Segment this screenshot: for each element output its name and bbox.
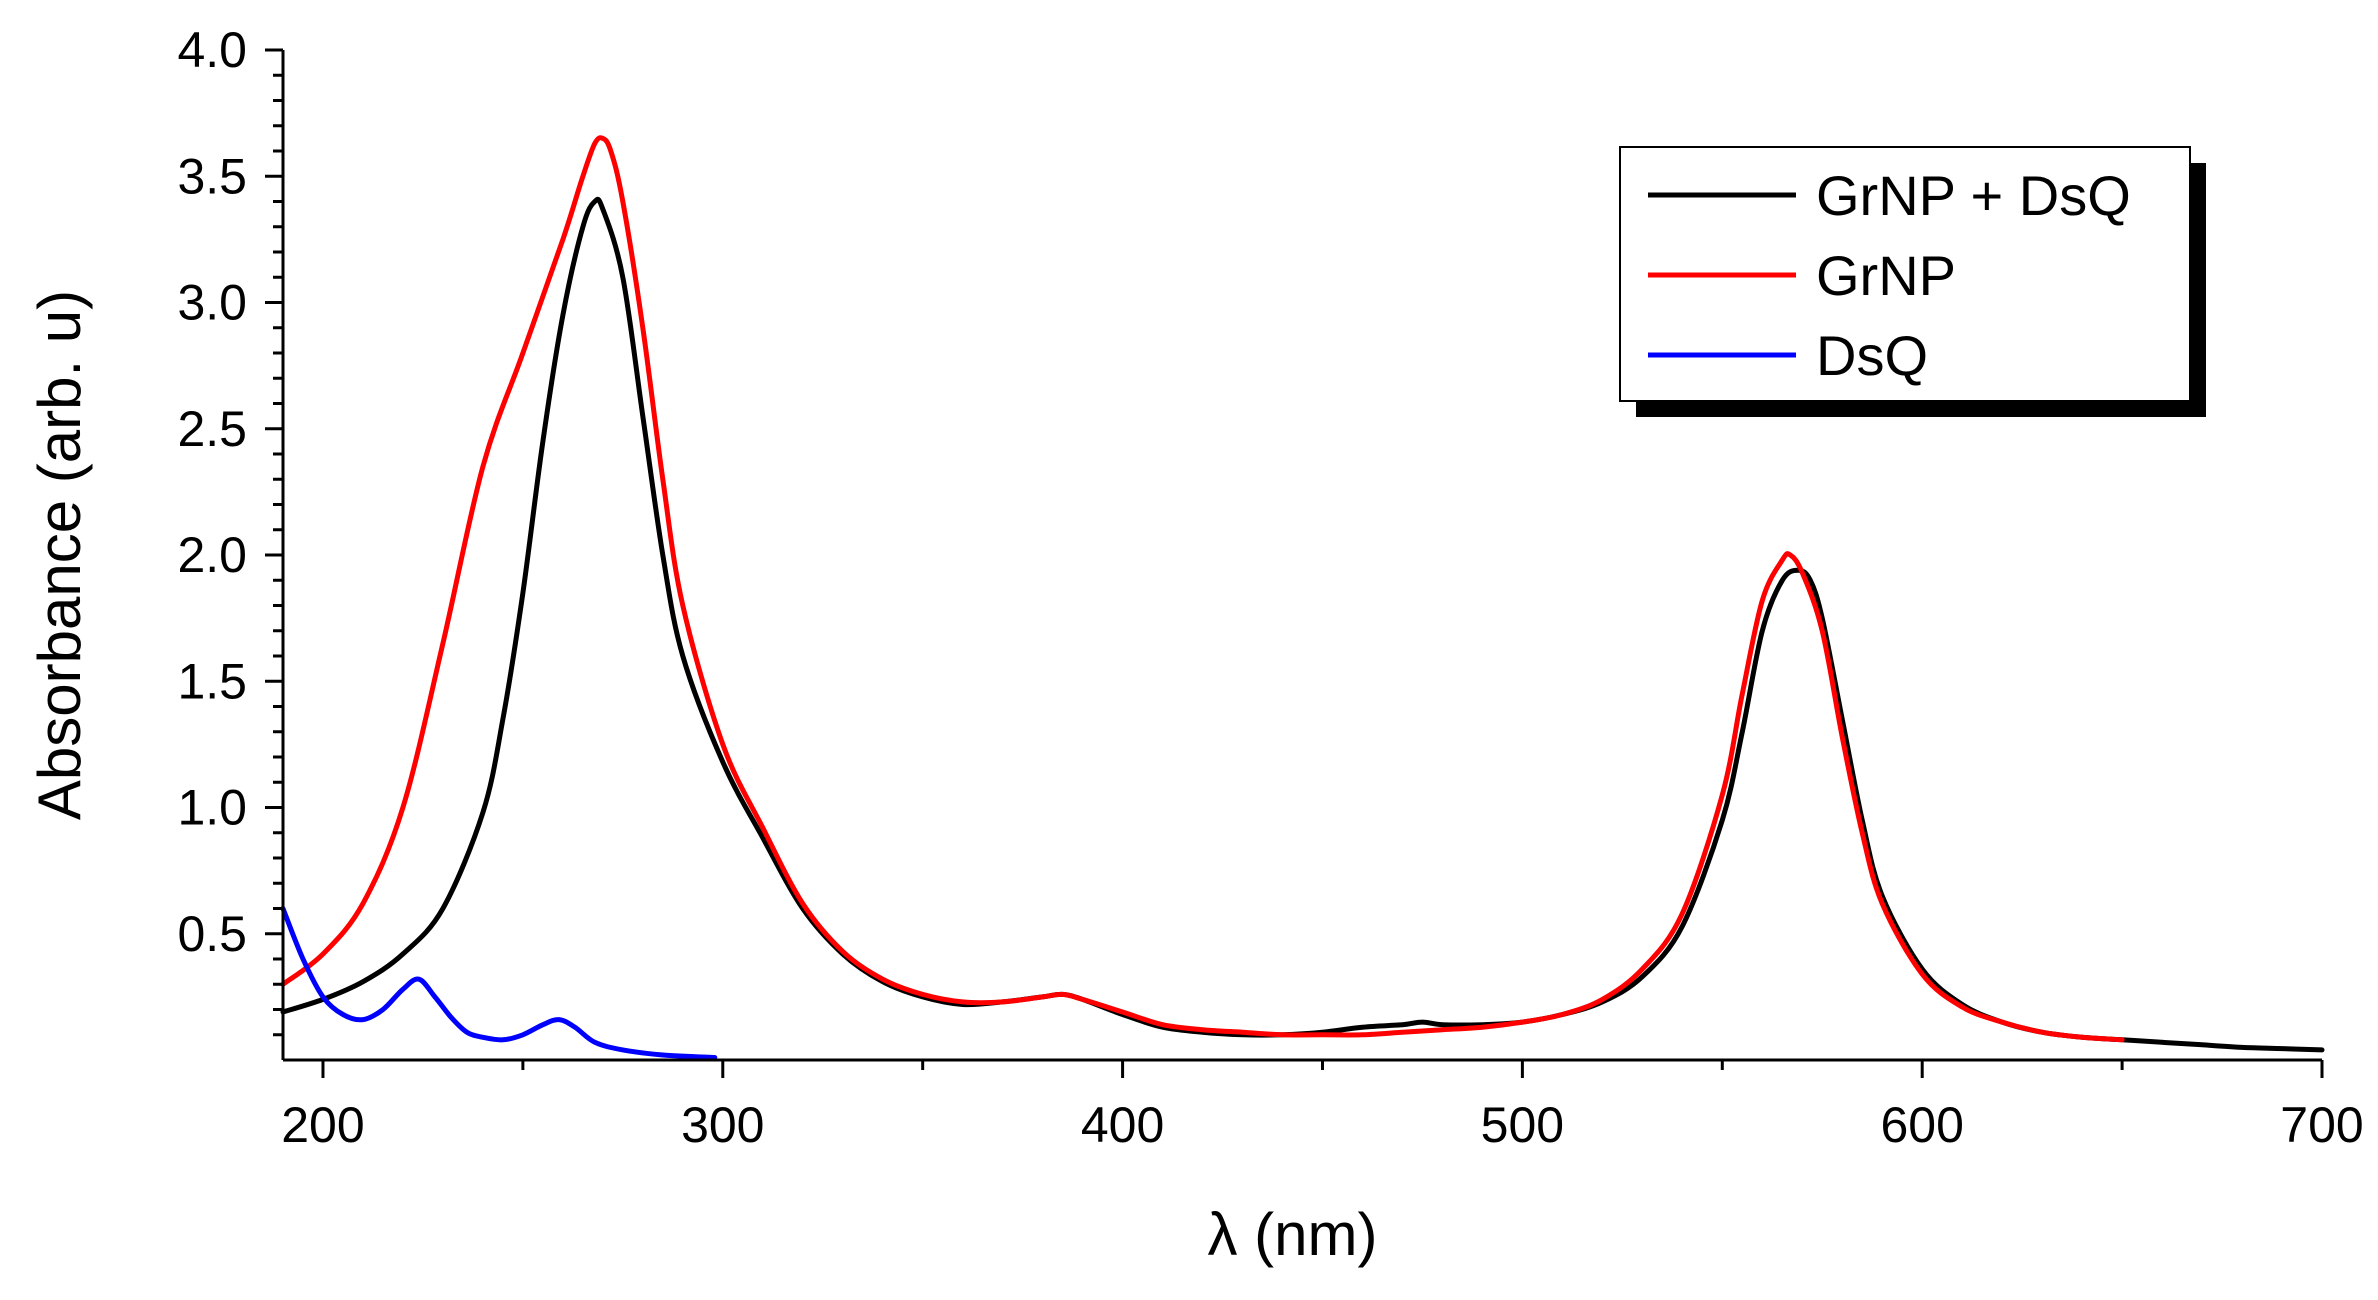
series-layer — [280, 135, 2325, 1060]
y-tick-label: 2.0 — [177, 527, 247, 583]
axes-layer: 200 300 400 500 600 700 0.5 1.0 1.5 2.0 2.5 3.0 3.5 4… — [26, 22, 2364, 1268]
legend-label: GrNP + DsQ — [1816, 164, 2131, 227]
x-tick-label: 300 — [681, 1097, 764, 1153]
y-tick-label: 4.0 — [177, 22, 247, 78]
x-tick-label: 700 — [2280, 1097, 2363, 1153]
y-tick-label: 3.5 — [177, 148, 247, 204]
y-tick-label: 1.0 — [177, 780, 247, 836]
y-tick-label: 1.5 — [177, 653, 247, 709]
x-tick-label: 400 — [1081, 1097, 1164, 1153]
x-tick-label: 500 — [1481, 1097, 1564, 1153]
x-tick-label: 600 — [1880, 1097, 1963, 1153]
y-tick-label: 3.0 — [177, 275, 247, 331]
series-line-grnp — [280, 135, 2125, 1043]
series-line-dsq — [280, 906, 718, 1060]
y-tick-label: 2.5 — [177, 401, 247, 457]
legend-label: DsQ — [1816, 324, 1928, 387]
y-axis-title: Absorbance (arb. u) — [26, 290, 93, 820]
x-tick-label: 200 — [281, 1097, 364, 1153]
x-axis-title: λ (nm) — [1208, 1201, 1378, 1268]
legend-label: GrNP — [1816, 244, 1956, 307]
y-tick-label: 0.5 — [177, 906, 247, 962]
legend: GrNP + DsQ GrNP DsQ — [1619, 146, 2206, 417]
